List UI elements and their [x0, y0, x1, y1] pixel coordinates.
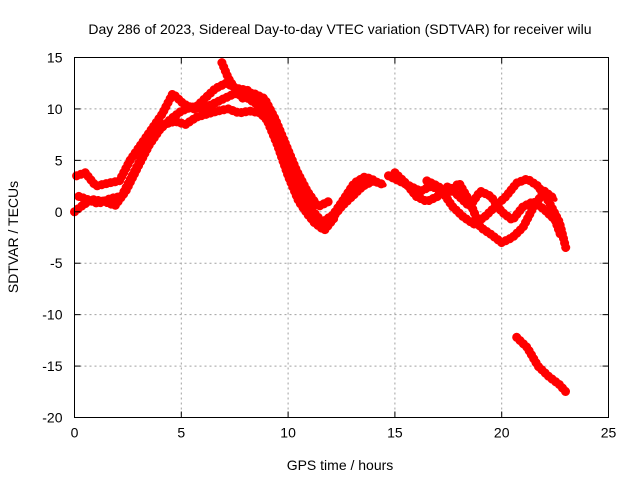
y-tick-label: 15: [47, 50, 63, 66]
y-tick-label: -5: [50, 255, 63, 271]
x-tick-label: 20: [494, 425, 510, 441]
axis-ticks: 0 5 10 15 20 25 15 10 5 0 -5 -10 -15 -20: [42, 50, 616, 441]
series-points-arc-d: [217, 58, 334, 212]
y-axis-label: SDTVAR / TECUs: [5, 181, 21, 293]
series-points-arc-h: [512, 332, 571, 397]
series-points-arc-b: [72, 78, 381, 227]
x-tick-label: 5: [177, 425, 185, 441]
x-tick-label: 15: [387, 425, 403, 441]
x-axis-label: GPS time / hours: [287, 457, 394, 473]
x-tick-label: 10: [280, 425, 296, 441]
plot-frame: [74, 57, 609, 418]
y-tick-label: -20: [42, 410, 62, 426]
series-points-arc-g: [422, 176, 560, 248]
x-tick-label: 25: [601, 425, 617, 441]
data-series-group: [70, 58, 571, 397]
chart-title: Day 286 of 2023, Sidereal Day-to-day VTE…: [88, 21, 591, 37]
y-tick-label: 5: [55, 152, 63, 168]
series-points-arc-c: [74, 104, 340, 235]
y-tick-label: 10: [47, 101, 63, 117]
y-tick-label: 0: [55, 204, 63, 220]
y-tick-label: -15: [42, 358, 62, 374]
y-tick-label: -10: [42, 307, 62, 323]
grid-lines: [74, 57, 609, 418]
x-tick-label: 0: [71, 425, 79, 441]
